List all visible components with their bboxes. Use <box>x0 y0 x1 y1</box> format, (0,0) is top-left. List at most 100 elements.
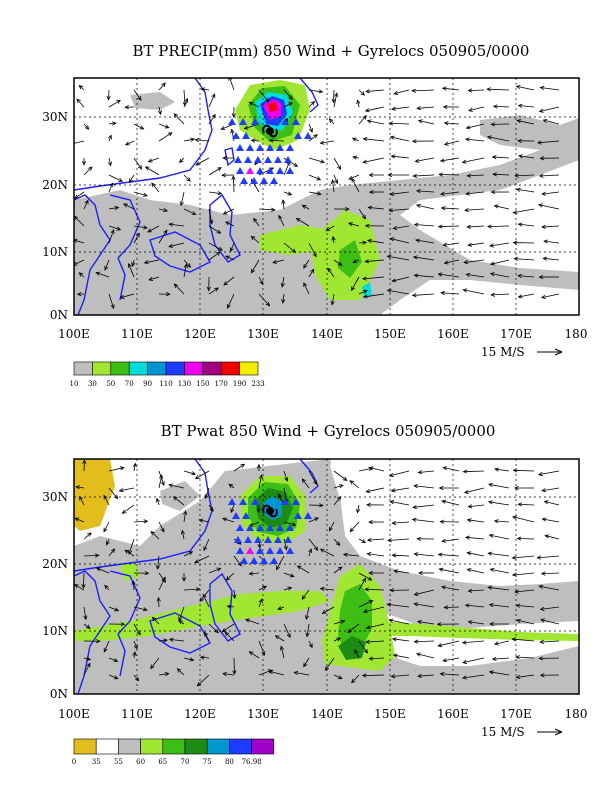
wind-vector-head <box>391 637 397 642</box>
wind-vector-head <box>543 500 549 505</box>
wind-vector <box>390 136 410 142</box>
wind-vector <box>349 521 360 532</box>
gyre-marker <box>276 167 284 174</box>
wind-vector-head <box>160 527 165 533</box>
wind-vector <box>150 657 160 669</box>
wind-vector <box>464 208 485 211</box>
wind-vector <box>150 531 160 540</box>
wind-vector <box>343 554 360 557</box>
wind-vector <box>412 518 435 523</box>
wind-vector <box>158 208 168 212</box>
wind-vector <box>201 88 210 91</box>
wind-vector-head <box>318 89 324 94</box>
wind-vector-head <box>437 224 443 229</box>
wind-vector-head <box>163 208 169 213</box>
wind-vector-head <box>163 638 169 643</box>
wind-vector <box>488 501 510 506</box>
wind-vector <box>444 122 460 125</box>
wind-vector-head <box>466 518 472 523</box>
wind-vector-head <box>413 484 419 489</box>
pwat-colorbar: 0 35 55 60 65 70 75 80 76.98 <box>72 738 275 766</box>
wind-vector-head <box>199 655 205 660</box>
wind-vector <box>538 204 560 210</box>
gyre-marker <box>250 177 258 184</box>
wind-vector <box>416 653 435 659</box>
wind-vector <box>108 293 115 309</box>
wind-vector-head <box>303 282 308 288</box>
wind-vector-head <box>312 252 317 258</box>
wind-vector <box>466 274 485 278</box>
wind-vector-head <box>221 628 227 633</box>
wind-vector <box>489 534 510 540</box>
wind-vector-head <box>328 118 334 123</box>
wind-vector <box>391 674 410 677</box>
wind-vector <box>362 276 385 280</box>
wind-vector <box>202 594 210 608</box>
wind-vector-head <box>308 643 313 649</box>
wind-vector <box>388 538 410 541</box>
svg-text:100E: 100E <box>58 327 90 341</box>
gyre-marker <box>286 167 294 174</box>
wind-vector <box>158 639 168 642</box>
wind-vector <box>308 89 323 93</box>
wind-vector-head <box>114 205 120 211</box>
wind-vector-head <box>389 135 395 140</box>
gyre-marker <box>239 498 247 505</box>
wind-vector-head <box>226 604 232 609</box>
precip-gridlines <box>74 78 579 315</box>
wind-vector-head <box>466 224 472 229</box>
wind-vector <box>269 139 285 142</box>
wind-vector <box>108 183 114 193</box>
wind-vector-head <box>416 536 422 541</box>
wind-vector-head <box>462 469 468 474</box>
wind-vector-head <box>308 128 313 133</box>
wind-vector-head <box>291 248 297 254</box>
colorbar-swatch <box>165 361 185 376</box>
wind-vector-head <box>200 87 206 92</box>
wind-vector <box>251 259 260 273</box>
wind-vector-head <box>390 674 396 679</box>
wind-vector <box>125 140 135 146</box>
gyre-marker <box>251 118 259 125</box>
wind-vector-head <box>515 84 521 90</box>
wind-vector <box>128 538 135 555</box>
gyre-marker <box>242 512 250 519</box>
wind-vector-head <box>365 625 371 630</box>
wind-vector-head <box>391 278 397 283</box>
wind-vector-head <box>277 493 282 499</box>
wind-vector <box>358 467 373 472</box>
wind-vector-head <box>312 480 317 485</box>
wind-vector-head <box>331 98 336 104</box>
gyre-marker <box>254 156 262 163</box>
wind-vector <box>347 623 360 633</box>
pwat-panel: BT Pwat 850 Wind + Gyrelocs 050905/0000 <box>0 396 612 792</box>
wind-vector <box>108 100 121 108</box>
wind-vector-head <box>516 536 522 541</box>
wind-vector-head <box>516 618 521 623</box>
wind-vector-head <box>265 301 271 307</box>
precip-lon-axis: 100E 110E 120E 130E 140E 150E 160E 170E … <box>58 327 587 341</box>
wind-vector-head <box>538 584 544 589</box>
wind-vector-head <box>144 571 150 576</box>
wind-vector <box>362 674 385 677</box>
wind-vector <box>368 206 385 210</box>
wind-vector-head <box>442 658 448 663</box>
wind-vector-head <box>541 191 547 196</box>
precip-title: BT PRECIP(mm) 850 Wind + Gyrelocs 050905… <box>133 42 530 60</box>
colorbar-label: 80 <box>225 758 234 766</box>
wind-vector <box>224 631 235 642</box>
wind-vector <box>83 657 91 661</box>
wind-vector <box>296 218 310 227</box>
gyre-marker <box>228 498 236 505</box>
wind-vector-head <box>190 137 196 142</box>
wind-vector-head <box>537 471 543 477</box>
wind-vector-head <box>440 585 446 590</box>
wind-vector <box>249 651 260 659</box>
wind-vector-head <box>133 644 138 650</box>
wind-vector <box>226 572 235 581</box>
wind-vector-head <box>538 274 544 280</box>
wind-vector-head <box>148 276 154 281</box>
wind-vector <box>308 157 325 163</box>
wind-vector-head <box>314 517 320 522</box>
wind-vector <box>332 180 335 193</box>
